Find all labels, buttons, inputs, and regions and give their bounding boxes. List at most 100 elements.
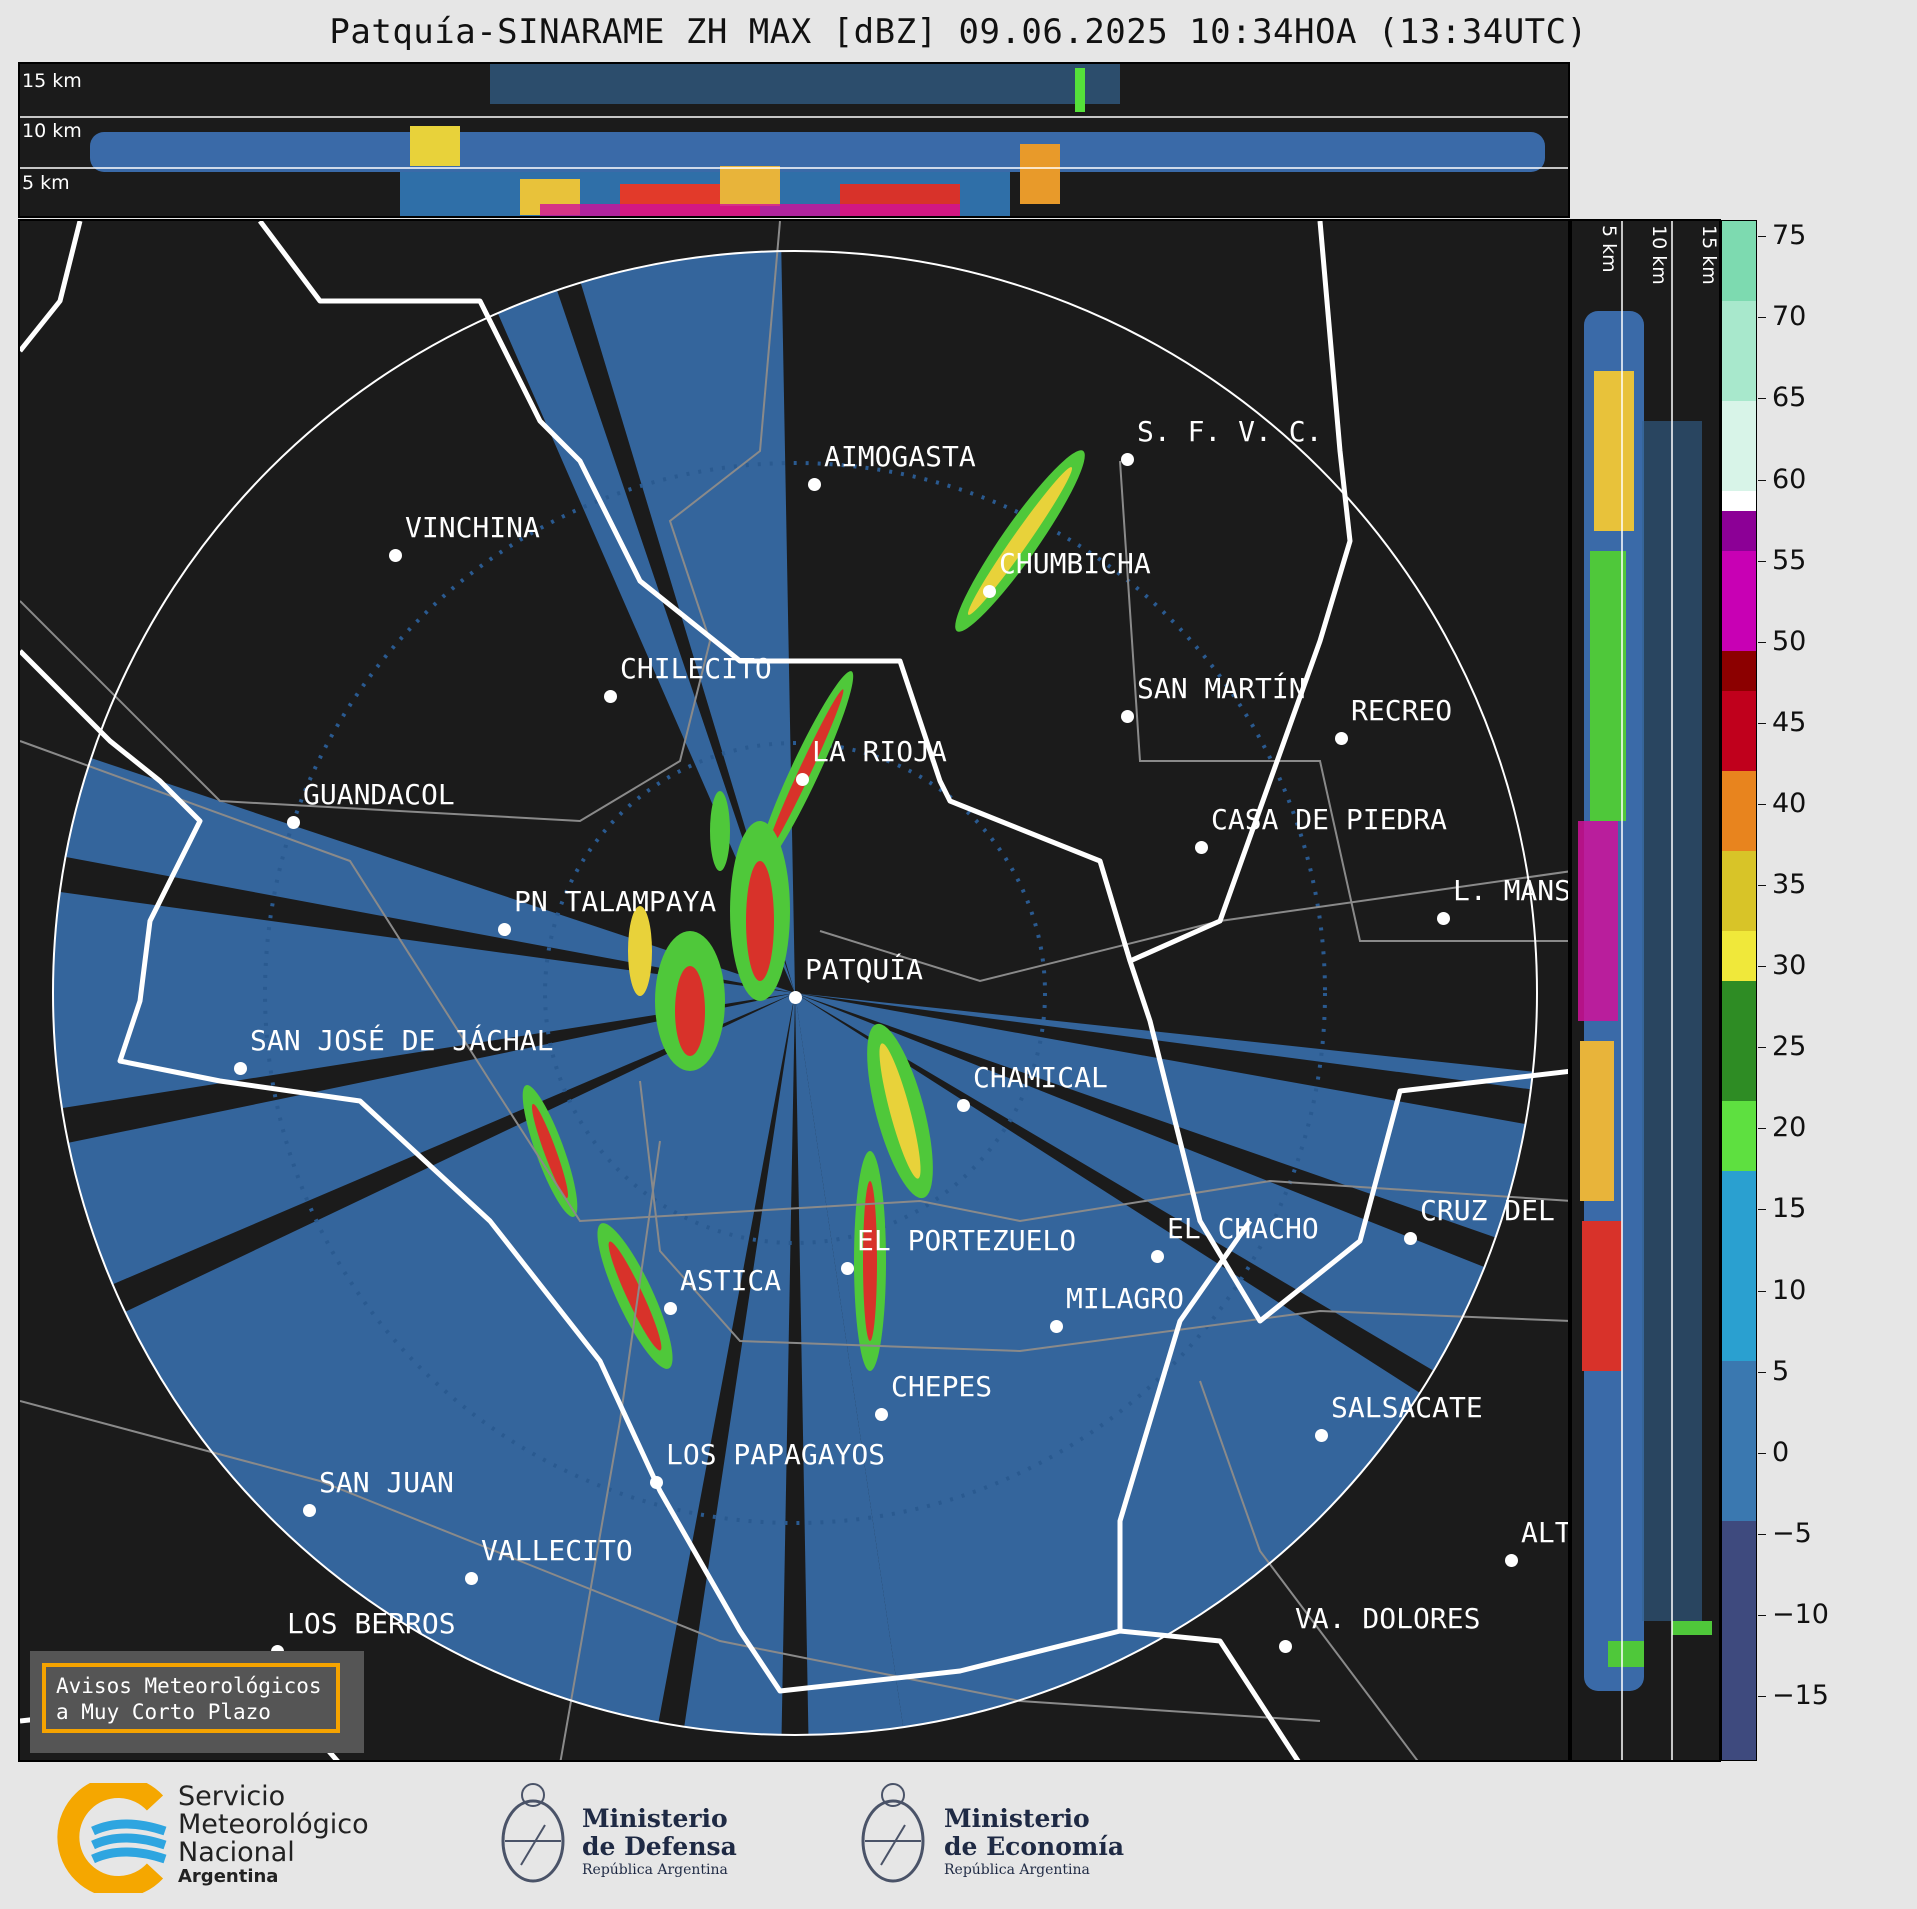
echo-cell	[410, 126, 460, 166]
city-label: S. F. V. C.	[1137, 415, 1323, 448]
city-marker	[287, 816, 300, 829]
colorbar-tick-mark	[1758, 1209, 1766, 1211]
colorbar-tick-label: 65	[1772, 382, 1807, 414]
radar-map-panel: AIMOGASTA S. F. V. C. VINCHINA CHUMBICHA…	[18, 219, 1570, 1762]
city-label: PN TALAMPAYA	[514, 885, 717, 918]
colorbar-tick-label: 10	[1772, 1274, 1807, 1306]
city-marker	[1315, 1429, 1328, 1442]
colorbar-tick-label: 55	[1772, 544, 1807, 576]
city-label: CHAMICAL	[973, 1061, 1108, 1094]
colorbar-tick-mark	[1758, 398, 1766, 400]
colorbar-tick-mark	[1758, 236, 1766, 238]
argentina-shield-icon	[501, 1783, 565, 1883]
storm-cell	[628, 906, 652, 996]
city-label: L. MANS	[1453, 874, 1570, 907]
colorbar-tick-mark	[1758, 966, 1766, 968]
colorbar-tick-mark	[1758, 1047, 1766, 1049]
alt-label-5km: 5 km	[1598, 225, 1620, 273]
province-boundaries	[20, 221, 1568, 1760]
echo-cell	[1580, 1041, 1614, 1201]
city-label: ASTICA	[680, 1264, 782, 1297]
beam-gap	[53, 993, 795, 1161]
city-marker	[841, 1262, 854, 1275]
city-label: SAN MARTÍN	[1137, 672, 1306, 705]
colorbar-tick-mark	[1758, 1533, 1766, 1535]
colorbar-tick-label: 15	[1772, 1193, 1807, 1225]
city-marker	[604, 690, 617, 703]
top-cross-section-panel: 15 km 10 km 5 km	[18, 62, 1570, 218]
city-marker	[1121, 710, 1134, 723]
warning-badge-frame: Avisos Meteorológicos a Muy Corto Plazo	[42, 1663, 340, 1733]
storm-core	[967, 467, 1073, 615]
beam-gap	[780, 993, 810, 1735]
colorbar-tick-mark	[1758, 560, 1766, 562]
city-marker	[1404, 1232, 1417, 1245]
colorbar-tick-mark	[1758, 885, 1766, 887]
beam-gap	[795, 993, 1537, 1521]
echo-cell	[720, 166, 780, 206]
argentina-shield-icon	[861, 1783, 925, 1883]
colorbar-tick-mark	[1758, 1371, 1766, 1373]
colorbar-tick-label: 40	[1772, 787, 1807, 819]
smn-line3: Nacional	[178, 1837, 295, 1868]
city-label: SALSACATE	[1331, 1391, 1483, 1424]
echo-upper	[490, 64, 1120, 104]
economia-logo-text: Ministerio de Economía República Argenti…	[944, 1805, 1124, 1879]
smn-line4: Argentina	[178, 1866, 279, 1887]
range-ring-inner	[543, 741, 1047, 1245]
defensa-line1: Ministerio	[582, 1804, 728, 1833]
city-marker	[650, 1476, 663, 1489]
city-label: CHILECITO	[620, 652, 772, 685]
beam-gap	[640, 993, 795, 1735]
side-cross-section-svg	[1578, 221, 1712, 1760]
city-label: CHEPES	[891, 1370, 993, 1403]
economia-line2: de Economía	[944, 1832, 1125, 1861]
alt-label-15km: 15 km	[22, 70, 82, 92]
colorbar-tick-label: 0	[1772, 1436, 1790, 1468]
colorbar-tick-label: 30	[1772, 950, 1807, 982]
echo-cell	[1075, 68, 1085, 112]
colorbar-tick-label: 35	[1772, 869, 1807, 901]
colorbar-tick-label: 45	[1772, 706, 1807, 738]
city-label: AIMOGASTA	[824, 440, 976, 473]
beam-gap	[795, 993, 1537, 1141]
city-label: EL PORTEZUELO	[857, 1224, 1077, 1257]
storm-cell	[710, 791, 730, 871]
city-label: LOS PAPAGAYOS	[666, 1438, 886, 1471]
city-label: EL CHACHO	[1167, 1212, 1319, 1245]
warning-badge: Avisos Meteorológicos a Muy Corto Plazo	[30, 1651, 364, 1753]
defensa-line2: de Defensa	[582, 1832, 737, 1861]
city-marker	[1279, 1640, 1292, 1653]
colorbar-tick-label: 70	[1772, 301, 1807, 333]
warning-line2: a Muy Corto Plazo	[56, 1700, 271, 1724]
colorbar-tick-mark	[1758, 1290, 1766, 1292]
city-marker	[957, 1099, 970, 1112]
colorbar-tick-mark	[1758, 641, 1766, 643]
storm-core	[879, 1043, 921, 1179]
city-label: VINCHINA	[405, 511, 540, 544]
city-label: RECREO	[1351, 694, 1453, 727]
smn-logo-text: Servicio Meteorológico Nacional Argentin…	[178, 1783, 369, 1887]
city-marker	[1505, 1554, 1518, 1567]
city-marker	[498, 923, 511, 936]
range-ring-middle	[263, 461, 1327, 1525]
storm-core	[675, 966, 705, 1056]
defensa-logo-text: Ministerio de Defensa República Argentin…	[582, 1805, 737, 1879]
beam-gap	[53, 993, 795, 1381]
city-label: VA. DOLORES	[1295, 1602, 1481, 1635]
city-marker	[983, 585, 996, 598]
city-label: LOS BERROS	[287, 1607, 456, 1640]
alt-label-10km: 10 km	[22, 120, 82, 142]
storm-core	[746, 861, 774, 981]
echo-band	[90, 132, 1545, 172]
colorbar-tick-mark	[1758, 479, 1766, 481]
alt-label-10km: 10 km	[1648, 225, 1670, 285]
city-marker	[303, 1504, 316, 1517]
city-marker	[234, 1062, 247, 1075]
city-label: CASA DE PIEDRA	[1211, 803, 1448, 836]
city-label: ALT	[1521, 1516, 1570, 1549]
top-cross-section-svg	[20, 64, 1568, 216]
city-label: SAN JOSÉ DE JÁCHAL	[250, 1024, 554, 1057]
city-label: CHUMBICHA	[999, 547, 1151, 580]
echo-cell	[1020, 144, 1060, 204]
